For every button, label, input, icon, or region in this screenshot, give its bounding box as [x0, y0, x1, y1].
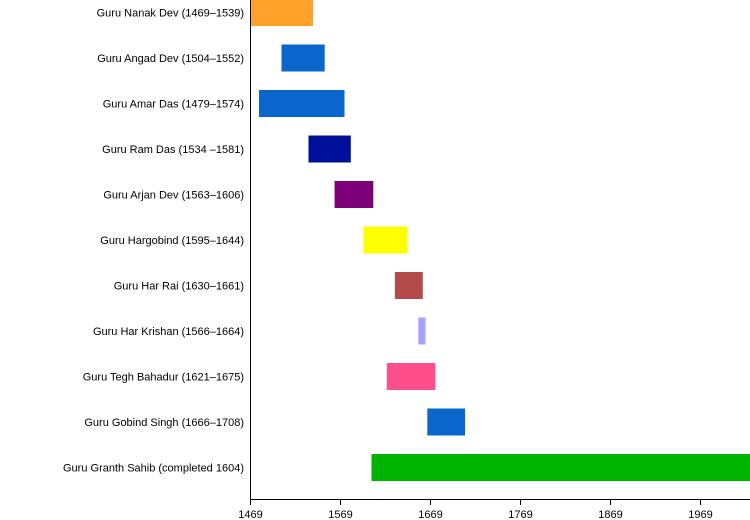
x-tick-label-5: 1969	[688, 509, 712, 520]
category-label-5: Guru Hargobind (1595–1644)	[100, 235, 244, 247]
x-tick-label-4: 1869	[598, 509, 622, 520]
x-axis-ticks: 1469 1569 1669 1769 1869 1969	[238, 499, 713, 520]
category-labels: Guru Nanak Dev (1469–1539) Guru Angad Dev…	[63, 8, 244, 475]
category-label-8: Guru Tegh Bahadur (1621–1675)	[83, 372, 244, 384]
category-label-6: Guru Har Rai (1630–1661)	[114, 281, 244, 293]
bar-6	[394, 272, 423, 299]
bar-5	[363, 226, 408, 254]
bar-7	[418, 317, 426, 345]
category-label-1: Guru Angad Dev (1504–1552)	[97, 53, 244, 65]
bar-3	[308, 135, 351, 163]
bar-1	[281, 44, 325, 72]
category-label-4: Guru Arjan Dev (1563–1606)	[103, 190, 244, 202]
x-tick-label-1: 1569	[328, 509, 352, 520]
category-label-7: Guru Har Krishan (1566–1664)	[93, 326, 244, 338]
bars-layer	[250, 0, 750, 481]
bar-4	[334, 181, 374, 208]
x-tick-label-0: 1469	[238, 509, 262, 520]
x-tick-label-3: 1769	[508, 509, 532, 520]
bar-0	[250, 0, 313, 26]
bar-10	[371, 454, 750, 481]
category-label-0: Guru Nanak Dev (1469–1539)	[97, 8, 244, 20]
category-label-10: Guru Granth Sahib (completed 1604)	[63, 463, 244, 475]
category-label-3: Guru Ram Das (1534 –1581)	[102, 144, 244, 156]
bar-2	[259, 90, 345, 117]
category-label-9: Guru Gobind Singh (1666–1708)	[84, 417, 244, 429]
bar-9	[427, 408, 466, 436]
bar-8	[386, 363, 436, 390]
category-label-2: Guru Amar Das (1479–1574)	[103, 99, 244, 111]
x-tick-label-2: 1669	[418, 509, 442, 520]
